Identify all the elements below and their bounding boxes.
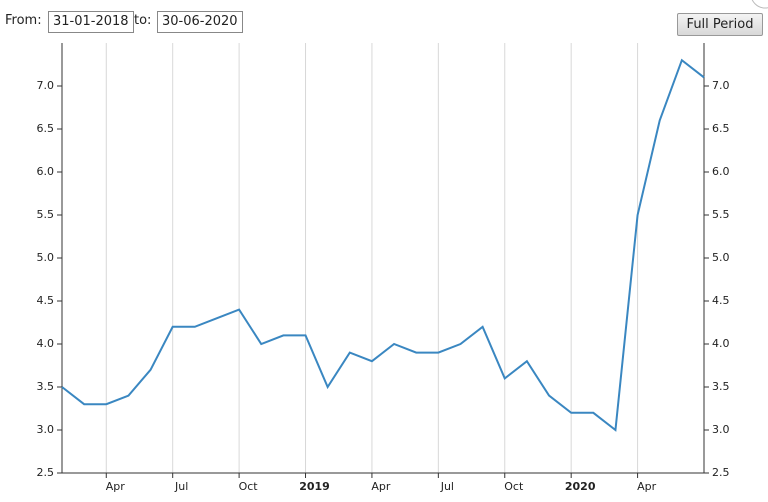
data-line (61, 58, 705, 432)
x-tick-label: Apr (637, 480, 657, 493)
x-tick-label: Apr (371, 480, 391, 493)
x-tick-label: Jul (174, 480, 188, 493)
y2-tick-label: 5.0 (712, 251, 730, 264)
from-date-input[interactable]: 31-01-2018 (48, 11, 134, 33)
y2-tick-label: 6.5 (712, 122, 730, 135)
x-tick-label: Oct (239, 480, 259, 493)
from-label: From: (5, 13, 42, 28)
y2-tick-label: 3.5 (712, 380, 730, 393)
y2-tick-label: 4.0 (712, 337, 730, 350)
y-tick-label: 4.5 (37, 294, 55, 307)
y-tick-label: 5.0 (37, 251, 55, 264)
y2-tick-label: 3.0 (712, 423, 730, 436)
y2-tick-label: 5.5 (712, 208, 730, 221)
y2-tick-label: 7.0 (712, 79, 730, 92)
corner-button[interactable] (751, 0, 768, 9)
y-tick-label: 2.5 (37, 466, 55, 479)
to-date-input[interactable]: 30-06-2020 (157, 11, 243, 33)
x-tick-label: 2020 (565, 480, 596, 493)
x-tick-label: Oct (504, 480, 524, 493)
y-tick-label: 5.5 (37, 208, 55, 221)
y-tick-label: 3.0 (37, 423, 55, 436)
y-tick-label: 6.5 (37, 122, 55, 135)
to-label: to: (134, 13, 152, 28)
y2-tick-label: 2.5 (712, 466, 730, 479)
y2-tick-label: 4.5 (712, 294, 730, 307)
y-tick-label: 4.0 (37, 337, 55, 350)
x-tick-label: Jul (440, 480, 454, 493)
full-period-button[interactable]: Full Period (677, 13, 763, 36)
x-tick-label: Apr (106, 480, 126, 493)
x-tick-label: 2019 (299, 480, 330, 493)
y-tick-label: 6.0 (37, 165, 55, 178)
y2-tick-label: 6.0 (712, 165, 730, 178)
y-tick-label: 7.0 (37, 79, 55, 92)
y-tick-label: 3.5 (37, 380, 55, 393)
